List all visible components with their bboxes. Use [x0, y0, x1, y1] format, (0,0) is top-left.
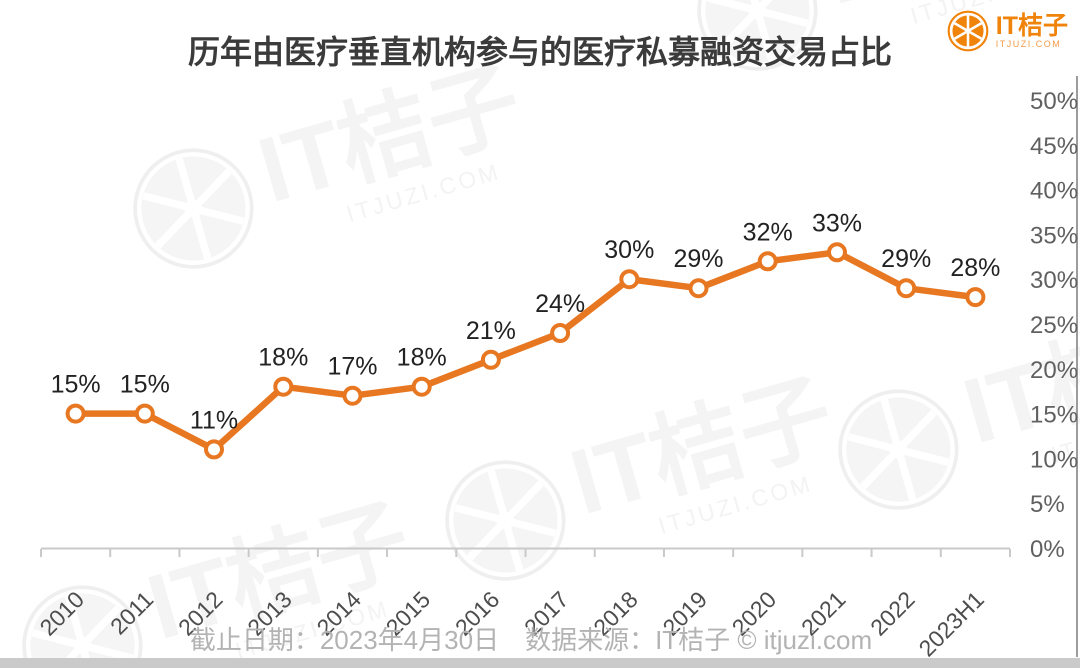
data-point	[827, 242, 847, 263]
data-label: 15%	[120, 371, 170, 399]
data-label: 24%	[535, 290, 585, 318]
data-label: 29%	[881, 245, 931, 273]
logo-domain: ITJUZI.COM	[995, 39, 1062, 50]
data-label: 30%	[604, 236, 654, 264]
y-tick-label: 0%	[1030, 536, 1065, 563]
data-point	[688, 278, 709, 299]
data-label: 15%	[51, 371, 101, 399]
data-label: 29%	[673, 245, 723, 273]
y-tick-label: 40%	[1030, 178, 1078, 205]
y-tick-label: 30%	[1030, 267, 1078, 294]
data-label: 33%	[812, 209, 862, 237]
y-tick-label: 35%	[1030, 222, 1078, 249]
itjuzi-logo: IT桔子 ITJUZI.COM	[947, 10, 1068, 52]
data-point	[619, 269, 640, 290]
data-point	[342, 385, 363, 406]
data-label: 17%	[327, 353, 377, 381]
data-label: 32%	[743, 218, 793, 246]
y-tick-label: 50%	[1030, 88, 1078, 115]
data-label: 18%	[397, 344, 447, 372]
series-line	[72, 249, 979, 453]
data-point	[965, 287, 986, 308]
data-label: 21%	[466, 317, 516, 345]
y-tick-label: 15%	[1030, 402, 1078, 429]
chart-title: 历年由医疗垂直机构参与的医疗私募融资交易占比	[187, 34, 892, 70]
y-tick-label: 45%	[1030, 133, 1078, 160]
y-tick-label: 10%	[1030, 446, 1078, 473]
data-label: 18%	[258, 344, 308, 372]
footnote: 截止日期：2023年4月30日 数据来源：IT桔子 © itjuzi.com	[189, 625, 873, 655]
bottom-border	[0, 658, 1080, 668]
data-point	[273, 376, 294, 397]
data-point	[480, 349, 501, 370]
logo-brand: IT桔子	[995, 11, 1068, 40]
data-point	[134, 403, 155, 424]
data-point	[550, 323, 571, 343]
orange-slice-icon	[947, 10, 989, 52]
y-tick-label: 5%	[1030, 491, 1065, 518]
data-point	[65, 403, 86, 424]
data-point	[204, 439, 224, 460]
data-point	[896, 278, 917, 299]
y-tick-label: 20%	[1030, 357, 1078, 384]
data-point	[411, 376, 432, 397]
data-point	[757, 251, 778, 272]
y-tick-label: 25%	[1030, 312, 1078, 339]
data-label: 28%	[950, 254, 1000, 282]
data-label: 11%	[190, 406, 238, 434]
